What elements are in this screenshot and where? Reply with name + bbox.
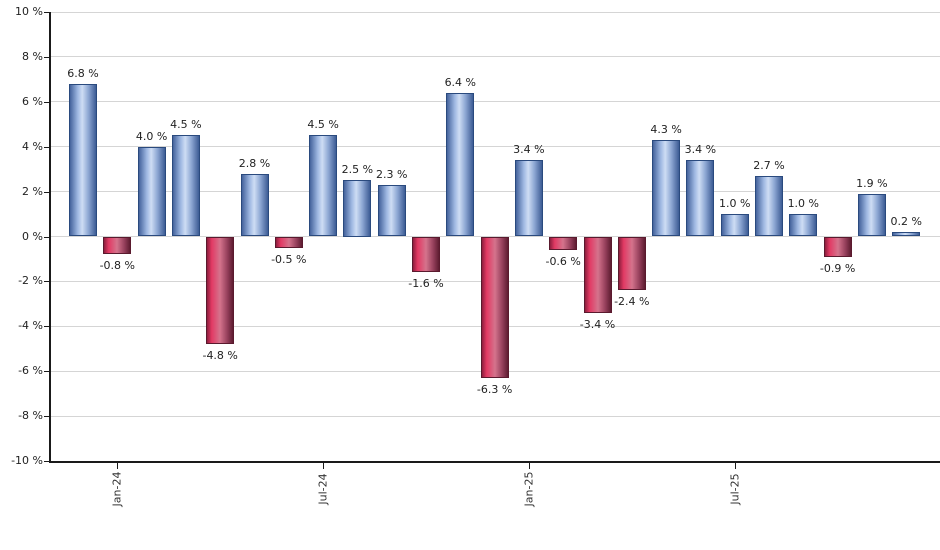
bar-value-label: 2.3 %: [375, 167, 408, 181]
x-axis-tick-mark: [528, 463, 530, 469]
bar-value-label: 0.2 %: [890, 215, 922, 228]
positive-bar: [377, 184, 406, 237]
negative-bar: [823, 236, 852, 257]
bar-value-label: 1.9 %: [856, 176, 888, 190]
bar-value-label: 4.5 %: [170, 118, 202, 132]
y-axis-tick-label: -6 %: [18, 364, 43, 378]
bar-value-label: 4.3 %: [650, 122, 682, 136]
x-axis-tick-label: Jul-25: [728, 473, 742, 505]
positive-bar: [857, 193, 886, 237]
gridline: [51, 146, 940, 148]
negative-bar: [617, 236, 646, 291]
x-axis-tick-label: Jul-24: [316, 473, 330, 505]
gridline: [51, 101, 940, 103]
bar-value-label: 1.0 %: [718, 197, 751, 211]
gridline: [51, 415, 940, 417]
bar-value-label: 2.5 %: [341, 163, 374, 177]
positive-bar: [686, 160, 715, 237]
y-axis-tick-label: 8 %: [22, 49, 43, 63]
bar-value-label: -0.6 %: [545, 254, 581, 268]
y-axis-tick-mark: [44, 12, 49, 13]
bar-value-label: 6.8 %: [67, 66, 99, 80]
positive-bar: [652, 139, 681, 237]
bar-value-label: -4.8 %: [202, 349, 238, 363]
positive-bar: [343, 180, 372, 237]
negative-bar: [412, 236, 440, 273]
y-axis-tick-label: -2 %: [18, 274, 43, 288]
negative-bar: [480, 236, 509, 378]
negative-bar: [103, 236, 132, 255]
positive-bar: [789, 214, 818, 237]
y-axis-tick-mark: [44, 461, 49, 462]
y-axis-tick-label: -10 %: [11, 454, 43, 467]
positive-bar: [137, 146, 166, 237]
negative-bar: [206, 236, 235, 345]
x-axis-line: [49, 461, 940, 463]
y-axis-tick-mark: [44, 101, 49, 103]
positive-bar: [240, 173, 269, 237]
y-axis-line: [49, 12, 51, 463]
bar-value-label: -2.4 %: [614, 295, 650, 309]
bar-value-label: 4.0 %: [135, 129, 168, 143]
bar-value-label: 6.4 %: [444, 75, 477, 89]
bar-value-label: 2.7 %: [753, 158, 785, 172]
y-axis-tick-label: 2 %: [22, 184, 43, 198]
negative-bar: [549, 236, 578, 250]
y-axis-tick-label: 6 %: [22, 94, 43, 108]
y-axis-tick-mark: [44, 191, 49, 193]
y-axis-tick-label: 0 %: [22, 229, 43, 243]
bar-value-label: 2.8 %: [238, 156, 271, 170]
y-axis-tick-label: 4 %: [22, 139, 43, 153]
x-axis-tick-mark: [323, 463, 325, 469]
y-axis-tick-mark: [44, 281, 49, 283]
negative-bar: [583, 236, 612, 313]
positive-bar: [309, 135, 338, 237]
positive-bar: [514, 160, 543, 237]
bar-value-label: -6.3 %: [476, 382, 513, 396]
y-axis-tick-label: -4 %: [18, 319, 43, 333]
bar-value-label: 3.4 %: [513, 143, 545, 157]
bar-value-label: 3.4 %: [684, 143, 717, 157]
y-axis-tick-mark: [44, 146, 49, 148]
bar-value-label: 1.0 %: [787, 197, 820, 211]
positive-bar: [171, 135, 200, 237]
y-axis-tick-mark: [44, 371, 49, 373]
bar-value-label: -3.4 %: [579, 317, 616, 331]
gridline: [51, 56, 940, 58]
gridline: [51, 11, 940, 13]
y-axis-tick-mark: [44, 236, 49, 238]
y-axis-tick-mark: [44, 416, 49, 418]
y-axis-tick-label: 10 %: [15, 5, 43, 18]
positive-bar: [446, 92, 475, 237]
positive-bar: [720, 214, 749, 237]
positive-bar: [69, 83, 97, 237]
bar-value-label: -1.6 %: [408, 277, 444, 291]
y-axis-tick-mark: [44, 56, 49, 58]
x-axis-tick-label: Jan-25: [522, 471, 536, 507]
y-axis-tick-mark: [44, 326, 49, 328]
y-axis-tick-label: -8 %: [18, 409, 43, 423]
gridline: [51, 191, 940, 193]
bar-value-label: -0.8 %: [99, 259, 135, 273]
bar-value-label: 4.5 %: [307, 118, 339, 132]
positive-bar: [892, 232, 921, 237]
x-axis-tick-mark: [117, 463, 119, 469]
x-axis-tick-mark: [734, 463, 736, 469]
bar-value-label: -0.9 %: [819, 261, 856, 275]
bar-value-label: -0.5 %: [271, 252, 307, 266]
x-axis-tick-label: Jan-24: [110, 471, 124, 507]
positive-bar: [755, 175, 783, 237]
negative-bar: [274, 236, 303, 248]
